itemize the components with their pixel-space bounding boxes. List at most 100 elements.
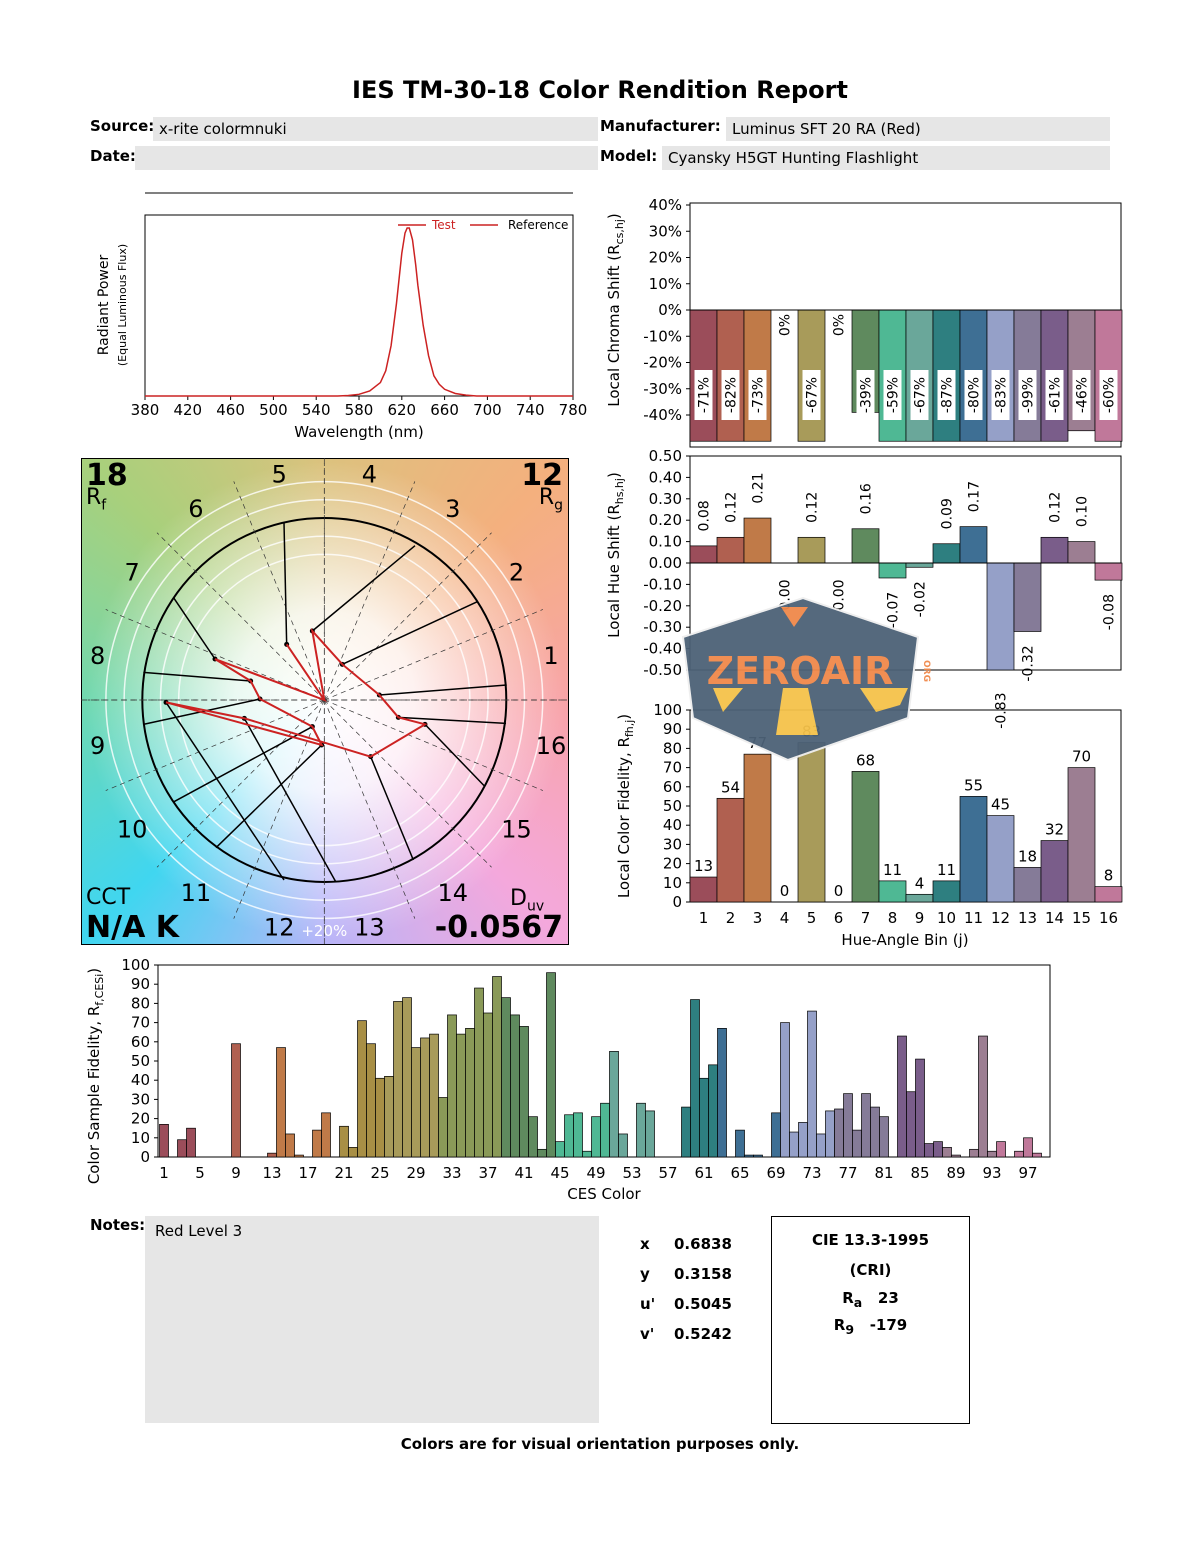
tick-label: 13 <box>1018 909 1037 927</box>
ces-bar-74 <box>816 1133 826 1158</box>
ces-bar-16 <box>294 1154 304 1158</box>
fidelity-bar-9 <box>905 893 934 903</box>
ces-bar-35 <box>465 1028 475 1158</box>
tick-label: 61 <box>694 1164 713 1182</box>
hue-shift-value-1: 0.08 <box>697 500 713 531</box>
ces-bar-70 <box>780 1022 790 1158</box>
ces-bar-84 <box>906 1091 916 1158</box>
tick-label: 6 <box>834 909 844 927</box>
tick-label: 30% <box>649 222 682 240</box>
cie-box: CIE 13.3-1995 (CRI) Ra 23 R9 -179 <box>771 1216 970 1424</box>
shift-arrow-16 <box>398 716 507 725</box>
tick-label: -0.30 <box>643 618 682 636</box>
duv-label: D <box>510 886 527 911</box>
ces-bar-55 <box>645 1110 655 1158</box>
bin-label-7: 7 <box>124 559 139 587</box>
fidelity-value-15: 70 <box>1072 748 1091 766</box>
v-value: 0.5242 <box>674 1325 732 1343</box>
bin-label-8: 8 <box>90 642 105 670</box>
tick-label: 93 <box>982 1164 1001 1182</box>
ces-bar-78 <box>852 1129 862 1158</box>
tick-label: 40% <box>649 196 682 214</box>
bin-divider <box>233 481 325 701</box>
ra-value: 23 <box>877 1289 899 1307</box>
tick-label: 10 <box>131 1129 150 1147</box>
tick-label: -30% <box>643 380 682 398</box>
ces-bar-75 <box>825 1110 835 1158</box>
cct-value: N/A K <box>86 910 179 945</box>
tick-label: -20% <box>643 354 682 372</box>
hue-shift-value-15: 0.10 <box>1075 496 1091 527</box>
shift-arrow-12 <box>165 701 285 881</box>
tick-label: 620 <box>387 401 416 419</box>
rg-value: 12 <box>521 458 563 493</box>
fidelity-value-10: 11 <box>937 861 956 879</box>
tick-label: 14 <box>1045 909 1064 927</box>
tick-label: 30 <box>663 835 682 853</box>
tick-label: 41 <box>514 1164 533 1182</box>
tick-label: 37 <box>478 1164 497 1182</box>
model-field: Cyansky H5GT Hunting Flashlight <box>662 146 1110 170</box>
tick-label: 9 <box>231 1164 241 1182</box>
ces-bar-19 <box>321 1112 331 1158</box>
fidelity-bar-12 <box>986 815 1015 903</box>
date-field <box>135 146 598 170</box>
date-label: Date: <box>90 147 136 165</box>
tick-label: 77 <box>838 1164 857 1182</box>
hue-label-bg <box>991 688 1010 733</box>
ces-bar-81 <box>879 1116 889 1158</box>
chroma-value-10: -87% <box>940 377 956 413</box>
manufacturer-field: Luminus SFT 20 RA (Red) <box>726 117 1110 141</box>
hue-shift-bar-16 <box>1094 562 1123 581</box>
tick-label: 3 <box>753 909 763 927</box>
tick-label: 11 <box>964 909 983 927</box>
tick-label: -10% <box>643 327 682 345</box>
ces-bar-49 <box>591 1116 601 1158</box>
chroma-value-9: -67% <box>913 377 929 413</box>
tick-label: 0.10 <box>649 533 682 551</box>
bin-label-5: 5 <box>272 460 287 488</box>
chroma-value-15: -46% <box>1075 377 1091 413</box>
ces-bar-46 <box>564 1114 574 1158</box>
chroma-label-bg <box>802 370 821 420</box>
fidelity-bar-1 <box>689 876 718 903</box>
tick-label: 80 <box>663 739 682 757</box>
fidelity-bar-14 <box>1040 840 1069 903</box>
hue-shift-value-6: 0.00 <box>832 579 848 610</box>
fidelity-bar-15 <box>1067 767 1096 903</box>
ces-bar-52 <box>618 1133 628 1158</box>
logo-sub: ORG <box>921 660 931 682</box>
chroma-value-12: -83% <box>994 377 1010 413</box>
chroma-value-5: -67% <box>805 377 821 413</box>
tick-label: 73 <box>802 1164 821 1182</box>
ring-label: +20% <box>301 922 347 940</box>
hue-shift-bar-3 <box>743 517 772 564</box>
ces-bar-86 <box>924 1143 934 1158</box>
tick-label: 0% <box>658 301 682 319</box>
source-label: Source: <box>90 117 155 135</box>
ces-bar-97 <box>1023 1137 1033 1158</box>
chroma-label-bg <box>910 370 929 420</box>
chroma-value-6: 0% <box>832 314 848 336</box>
ces-xlabel: CES Color <box>567 1185 641 1203</box>
ces-bar-14 <box>276 1047 286 1158</box>
fidelity-bar-10 <box>932 880 961 903</box>
duv-value: -0.0567 <box>434 910 563 945</box>
bin-label-13: 13 <box>354 914 385 942</box>
y-value: 0.3158 <box>674 1265 732 1283</box>
tick-label: 65 <box>730 1164 749 1182</box>
tick-label: -0.40 <box>643 640 682 658</box>
v-label: v' <box>640 1325 655 1343</box>
fidelity-xlabel: Hue-Angle Bin (j) <box>841 931 968 949</box>
chroma-label-bg <box>1099 370 1118 420</box>
spectrum-test-line <box>145 227 573 397</box>
ces-bar-21 <box>339 1125 349 1158</box>
tick-label: 13 <box>262 1164 281 1182</box>
logo-beam-left <box>713 688 743 712</box>
chroma-label-bg <box>937 370 956 420</box>
hue-shift-value-13: -0.32 <box>1021 645 1037 681</box>
ces-bar-29 <box>411 1047 421 1158</box>
spectrum-xlabel: Wavelength (nm) <box>294 423 424 441</box>
shift-arrow-5 <box>283 522 288 645</box>
